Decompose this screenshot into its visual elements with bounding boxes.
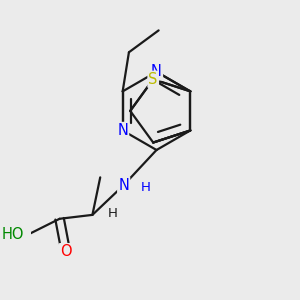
Text: H: H: [141, 181, 151, 194]
Text: HO: HO: [2, 227, 24, 242]
Text: N: N: [117, 123, 128, 138]
Text: S: S: [148, 72, 158, 87]
Text: O: O: [60, 244, 72, 259]
Text: N: N: [118, 178, 129, 193]
Text: H: H: [108, 207, 118, 220]
Text: N: N: [151, 64, 162, 79]
